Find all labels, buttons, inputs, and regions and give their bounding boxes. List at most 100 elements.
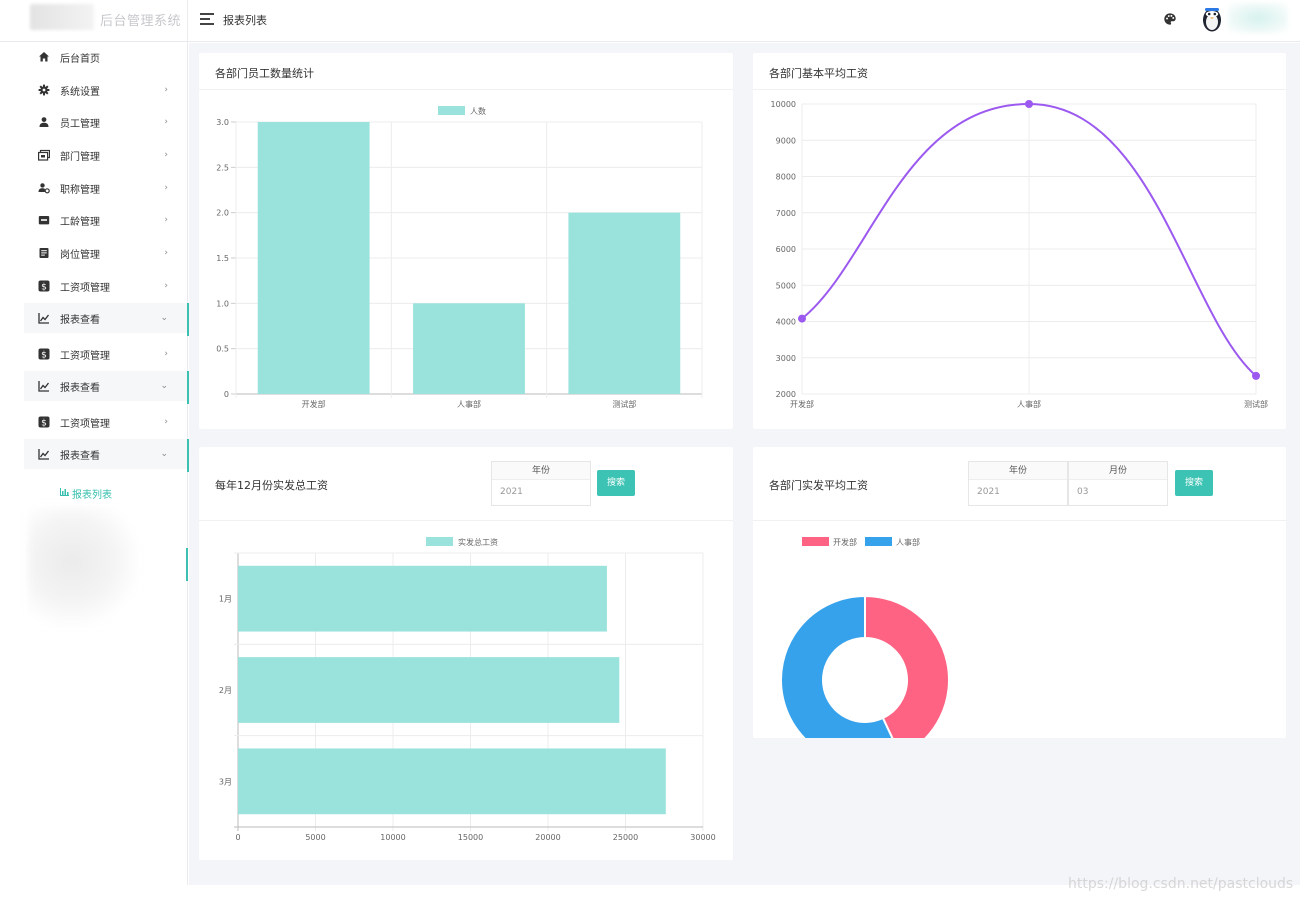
chevron-right-icon: › xyxy=(164,85,168,95)
sidebar-item-reports-3[interactable]: 报表查看 ⌄ xyxy=(24,439,189,472)
month-field-label: 月份 xyxy=(1069,462,1167,480)
x-tick-label: 人事部 xyxy=(1017,399,1041,409)
sidebar: 后台首页 系统设置 › 员工管理 › 部门管理 › 职称管理 › 工龄管理 › … xyxy=(24,42,189,885)
legend-label: 人数 xyxy=(470,107,486,116)
dollar-icon: $ xyxy=(38,348,50,360)
sidebar-item-salary-items[interactable]: $ 工资项管理 › xyxy=(24,271,188,301)
year-field[interactable]: 年份 2021 xyxy=(968,461,1068,506)
sidebar-item-titles[interactable]: 职称管理 › xyxy=(24,173,188,203)
y-tick-label: 1.5 xyxy=(216,254,229,263)
y-tick-label: 1月 xyxy=(219,595,232,604)
chevron-down-icon: ⌄ xyxy=(160,313,168,323)
dollar-icon: $ xyxy=(38,416,50,428)
card-base-salary: 各部门基本平均工资 2000 3000 4000 5000 6000 7000 8000 90… xyxy=(753,53,1286,429)
employee-count-chart: 0 0.5 1.0 1.5 2.0 2.5 3.0 开发部 人事部 测试部 xyxy=(216,118,703,409)
palette-icon[interactable] xyxy=(1163,12,1177,26)
chevron-right-icon: › xyxy=(164,281,168,291)
sidebar-item-system-settings[interactable]: 系统设置 › xyxy=(24,75,188,105)
footer-strip xyxy=(24,885,1300,902)
month-field[interactable]: 月份 03 xyxy=(1068,461,1168,506)
sidebar-item-home[interactable]: 后台首页 xyxy=(24,42,188,72)
chevron-right-icon: › xyxy=(164,150,168,160)
x-tick-label: 20000 xyxy=(535,833,560,842)
user-name-blurred[interactable] xyxy=(1228,3,1288,33)
card-title: 各部门员工数量统计 xyxy=(215,67,314,80)
chevron-right-icon: › xyxy=(164,117,168,127)
sidebar-item-employees[interactable]: 员工管理 › xyxy=(24,107,188,137)
sidebar-item-salary-items-3[interactable]: $ 工资项管理 › xyxy=(24,407,188,437)
y-tick-label: 9000 xyxy=(776,136,796,145)
card-december-total: 每年12月份实发总工资 年份 2021 搜索 实发总工资 0 5000 10000 1… xyxy=(199,447,733,860)
user-icon xyxy=(39,117,49,127)
legend-swatch-dev xyxy=(802,537,829,546)
card-divider xyxy=(753,520,1286,521)
chart-icon xyxy=(38,381,50,392)
bar xyxy=(238,565,607,632)
dept-average-chart xyxy=(780,594,950,738)
sidebar-item-label: 工资项管理 xyxy=(60,282,110,294)
sidebar-item-reports-2[interactable]: 报表查看 ⌄ xyxy=(24,371,189,404)
x-tick-label: 15000 xyxy=(458,833,483,842)
chevron-right-icon: › xyxy=(164,248,168,258)
legend-label: 人事部 xyxy=(896,538,920,547)
bar xyxy=(257,122,370,394)
bar xyxy=(238,748,666,815)
chart-icon xyxy=(38,449,50,460)
legend-swatch xyxy=(426,537,453,546)
document-icon xyxy=(39,248,49,258)
year-input[interactable]: 2021 xyxy=(500,487,523,497)
inbox-icon xyxy=(38,216,50,225)
search-button[interactable]: 搜索 xyxy=(597,470,635,496)
breadcrumb: 报表列表 xyxy=(223,14,267,27)
year-field-label: 年份 xyxy=(969,462,1067,480)
sidebar-item-label: 报表查看 xyxy=(60,314,100,326)
sidebar-item-departments[interactable]: 部门管理 › xyxy=(24,140,188,170)
y-tick-label: 2月 xyxy=(219,686,232,695)
legend-label: 开发部 xyxy=(833,538,857,547)
sidebar-item-seniority[interactable]: 工龄管理 › xyxy=(24,205,188,235)
card-divider xyxy=(199,520,733,521)
data-point xyxy=(1025,100,1033,108)
sidebar-item-label: 工资项管理 xyxy=(60,418,110,430)
home-icon xyxy=(39,52,49,62)
sidebar-item-reports[interactable]: 报表查看 ⌄ xyxy=(24,303,189,336)
sidebar-item-label: 工资项管理 xyxy=(60,350,110,362)
data-point xyxy=(798,314,806,323)
chevron-right-icon: › xyxy=(164,215,168,225)
sidebar-item-label: 职称管理 xyxy=(60,184,100,196)
x-tick-label: 30000 xyxy=(690,833,715,842)
y-tick-label: 2.5 xyxy=(216,163,229,172)
pie-slice xyxy=(780,594,894,738)
x-tick-label: 人事部 xyxy=(457,399,481,409)
month-input[interactable]: 03 xyxy=(1077,487,1089,497)
avatar[interactable] xyxy=(1201,5,1223,33)
legend-swatch-hr xyxy=(865,537,892,546)
x-tick-label: 开发部 xyxy=(790,399,814,409)
x-tick-label: 10000 xyxy=(380,833,405,842)
chart-icon xyxy=(38,313,50,324)
x-tick-label: 开发部 xyxy=(302,399,326,409)
year-field[interactable]: 年份 2021 xyxy=(491,461,591,506)
chevron-down-icon: ⌄ xyxy=(160,449,168,459)
watermark: https://blog.csdn.net/pastclouds xyxy=(1068,876,1294,892)
card-title: 各部门实发平均工资 xyxy=(769,479,868,492)
legend-swatch xyxy=(438,106,465,115)
logo-area: 后台管理系统 xyxy=(24,0,188,42)
main-content: 各部门员工数量统计 人数 0 0.5 1.0 1.5 2.0 2.5 3.0 开发部 人事部 测试… xyxy=(189,43,1300,885)
x-tick-label: 5000 xyxy=(305,833,325,842)
sidebar-item-positions[interactable]: 岗位管理 › xyxy=(24,238,188,268)
sidebar-subitem-report-list[interactable]: 报表列表 xyxy=(24,477,188,507)
y-tick-label: 7000 xyxy=(776,209,796,218)
x-tick-label: 0 xyxy=(235,833,240,842)
sidebar-item-salary-items-2[interactable]: $ 工资项管理 › xyxy=(24,339,188,369)
sidebar-item-label: 后台首页 xyxy=(60,53,100,65)
y-tick-label: 3000 xyxy=(776,354,796,363)
x-tick-label: 测试部 xyxy=(612,399,636,409)
sidebar-item-label: 员工管理 xyxy=(60,118,100,130)
y-tick-label: 0 xyxy=(224,390,229,399)
menu-toggle-icon[interactable] xyxy=(200,13,214,27)
chevron-right-icon: › xyxy=(164,183,168,193)
year-input[interactable]: 2021 xyxy=(977,487,1000,497)
logo-blurred xyxy=(30,4,94,30)
search-button[interactable]: 搜索 xyxy=(1175,470,1213,496)
